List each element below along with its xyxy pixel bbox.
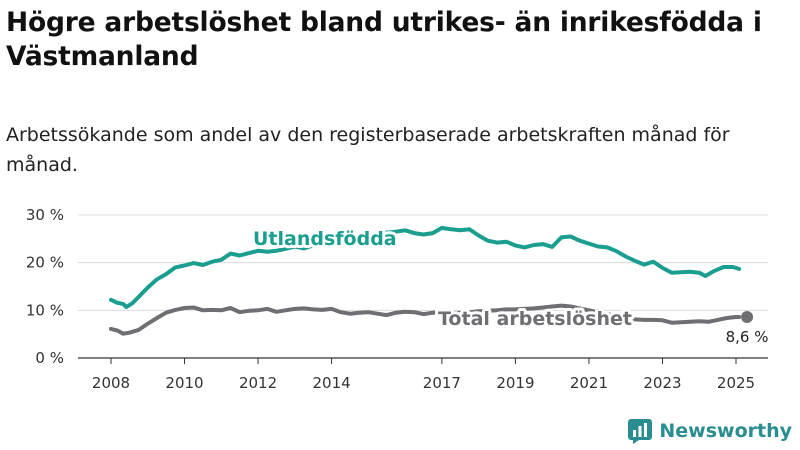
x-tick-label: 2019 bbox=[496, 374, 534, 392]
series-line-utlandsfodda bbox=[109, 225, 742, 309]
x-tick-label: 2014 bbox=[312, 374, 350, 392]
y-tick-label: 0 % bbox=[35, 349, 64, 367]
end-value-label: 8,6 % bbox=[726, 328, 769, 346]
x-tick-label: 2025 bbox=[717, 374, 755, 392]
newsworthy-logo-icon bbox=[628, 419, 653, 444]
series-lines bbox=[109, 225, 742, 336]
y-tick-label: 30 % bbox=[26, 206, 64, 224]
chart-subtitle: Arbetssökande som andel av den registerb… bbox=[6, 124, 730, 176]
x-tick-label: 2012 bbox=[239, 374, 277, 392]
x-axis: 2008 2010 2012 2014 2017 2019 2021 2023 2025 bbox=[92, 358, 755, 392]
grid-lines bbox=[78, 214, 768, 359]
x-tick-label: 2010 bbox=[165, 374, 203, 392]
end-value-marker: 8,6 % bbox=[726, 311, 769, 346]
line-chart: 0 % 10 % 20 % 30 % 2008 2010 2012 2014 2017 2019… bbox=[26, 206, 769, 392]
series-label-total: Total arbetslöshet bbox=[438, 308, 632, 330]
x-tick-label: 2017 bbox=[423, 374, 461, 392]
series-labels: Utlandsfödda Total arbetslöshet bbox=[250, 225, 635, 333]
chart-title: Högre arbetslöshet bland utrikes- än inr… bbox=[6, 7, 762, 72]
series-label-utlandsfodda: Utlandsfödda bbox=[253, 228, 397, 250]
y-tick-label: 20 % bbox=[26, 254, 64, 272]
x-tick-label: 2023 bbox=[643, 374, 681, 392]
newsworthy-logo: Newsworthy bbox=[627, 418, 792, 444]
y-axis-tick-labels: 0 % 10 % 20 % 30 % bbox=[26, 206, 64, 367]
x-tick-label: 2008 bbox=[92, 374, 130, 392]
x-tick-label: 2021 bbox=[570, 374, 608, 392]
end-point-dot bbox=[741, 311, 754, 324]
y-tick-label: 10 % bbox=[26, 301, 64, 319]
series-line-total bbox=[109, 303, 742, 336]
brand-name: Newsworthy bbox=[659, 420, 792, 442]
